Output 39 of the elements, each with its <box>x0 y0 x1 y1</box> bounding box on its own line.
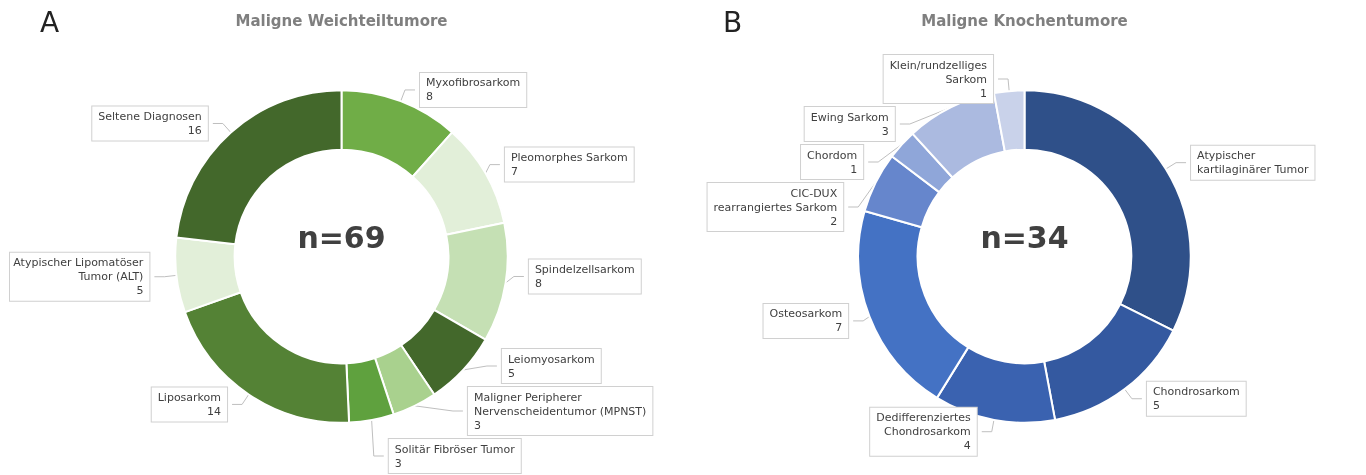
data-label: 1 <box>850 162 858 176</box>
data-label: 4 <box>963 439 971 453</box>
slice-label: Leiomyosarkom <box>507 352 595 366</box>
data-label: 5 <box>1152 399 1160 413</box>
data-label: 7 <box>835 321 843 335</box>
data-label: 8 <box>534 276 542 290</box>
slice-label: Solitär Fibröser Tumor <box>394 442 516 456</box>
slice-label: Myxofibrosarkom <box>426 76 521 90</box>
slice-label: Seltene Diagnosen <box>98 109 202 123</box>
data-label: 1 <box>980 86 988 100</box>
slice-label: Osteosarkom <box>769 307 843 321</box>
text: n=34 <box>980 220 1069 255</box>
slice-label: Chordom <box>807 148 858 162</box>
data-label: 14 <box>207 404 222 418</box>
data-label: 2 <box>830 214 838 228</box>
data-label: 3 <box>881 124 889 138</box>
data-label: 5 <box>136 284 144 298</box>
text: B <box>723 5 743 39</box>
slice-label: Atypischer kartilaginärer Tumor <box>1197 149 1309 177</box>
text: A <box>40 5 60 39</box>
slice-label: Klein/rundzelliges Sarkom <box>889 58 988 86</box>
data-label: 16 <box>187 123 202 137</box>
slice-label: Spindelzellsarkom <box>534 262 635 276</box>
text: n=69 <box>297 220 386 255</box>
slice-label: Chondrosarkom <box>1152 385 1240 399</box>
slice-label: Dedifferenziertes Chondrosarkom <box>876 411 972 439</box>
data-label: 5 <box>507 366 515 380</box>
slice-label: Pleomorphes Sarkom <box>510 151 628 165</box>
slice-label: Liposarkom <box>157 390 222 404</box>
slice-label: CIC-DUX rearrangiertes Sarkom <box>713 186 838 214</box>
data-label: 7 <box>510 165 518 179</box>
slice-label: Maligner Peripherer Nervenscheidentumor (MPNST) <box>473 390 647 418</box>
slice-label: Ewing Sarkom <box>810 110 889 124</box>
chart-title: Maligne Weichteiltumore <box>235 11 448 30</box>
slice-label: Atypischer Lipomatöser Tumor (ALT) <box>13 256 144 284</box>
chart-title: Maligne Knochentumore <box>921 11 1128 30</box>
data-label: 3 <box>473 418 481 432</box>
data-label: 3 <box>394 456 402 470</box>
data-label: 8 <box>426 90 433 104</box>
